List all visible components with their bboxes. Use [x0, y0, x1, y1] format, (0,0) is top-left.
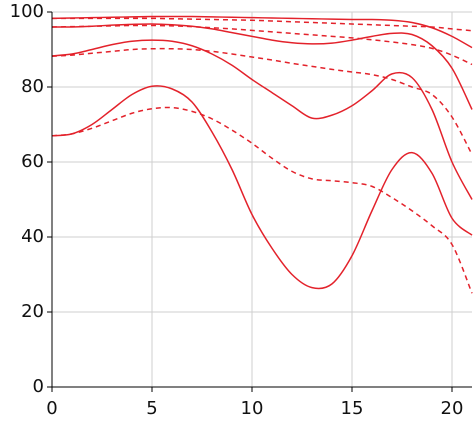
series-line: [51, 39, 473, 200]
series-line: [51, 17, 473, 32]
series-line: [51, 23, 473, 110]
y-tick-label: 80: [21, 76, 44, 97]
x-tick-label: 20: [441, 398, 464, 419]
x-tick-label: 10: [241, 398, 264, 419]
x-tick-label: 5: [146, 398, 157, 419]
lines: [51, 15, 473, 294]
series-line: [51, 106, 473, 294]
series-line: [51, 47, 473, 155]
axes: 0 20 40 60 80 100 0 5 10 15 20: [10, 1, 472, 419]
y-tick-label: 100: [10, 1, 44, 22]
y-tick-label: 20: [21, 301, 44, 322]
series-line: [51, 24, 473, 66]
series-line: [51, 15, 473, 49]
y-tick-label: 0: [33, 376, 44, 397]
x-tick-label: 0: [46, 398, 57, 419]
grid: [51, 11, 472, 388]
y-tick-label: 60: [21, 151, 44, 172]
series-line: [51, 85, 473, 290]
y-tick-label: 40: [21, 226, 44, 247]
x-tick-label: 15: [341, 398, 364, 419]
